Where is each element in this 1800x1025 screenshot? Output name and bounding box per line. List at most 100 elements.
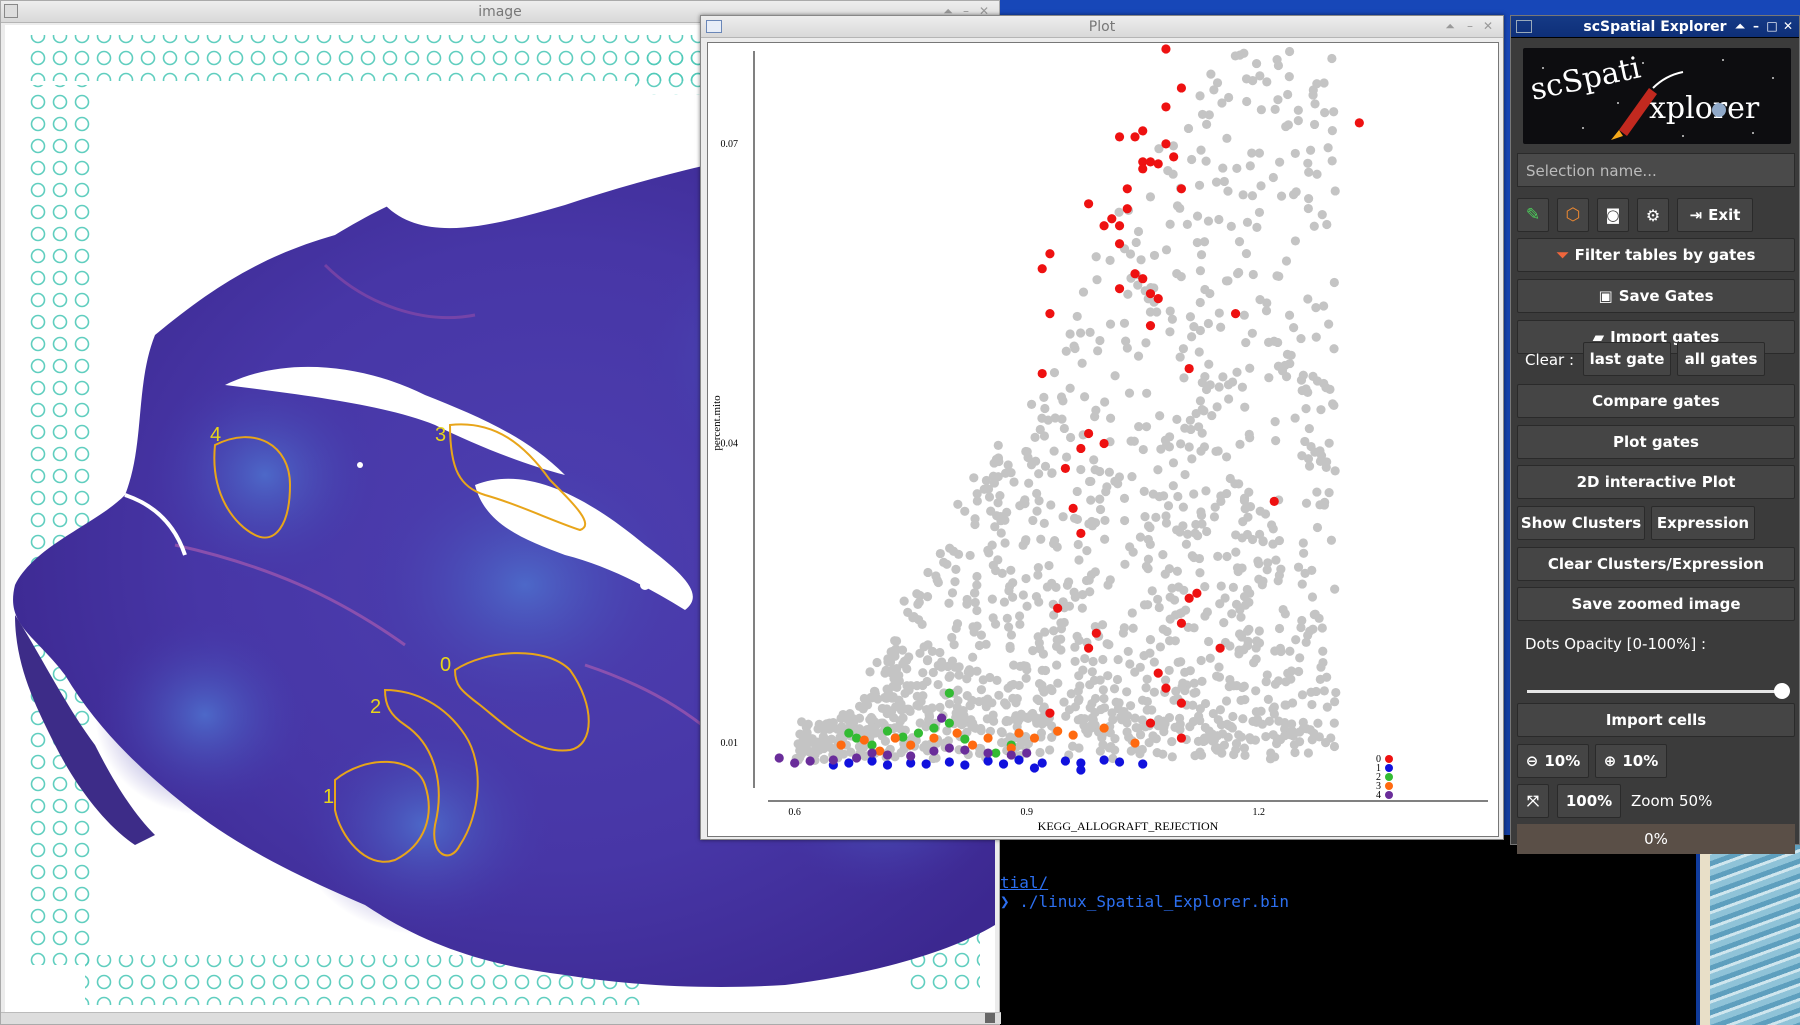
background-point [935, 647, 945, 658]
window-menu-icon[interactable] [1516, 20, 1532, 33]
clear-last-gate-button[interactable]: last gate [1583, 342, 1671, 376]
cluster-0-point [1099, 221, 1109, 231]
fit-screen-button[interactable]: ⤧ [1517, 784, 1549, 818]
window-menu-icon[interactable] [4, 4, 18, 18]
close-icon[interactable]: ✕ [1782, 19, 1794, 33]
exit-button[interactable]: ⇥ Exit [1677, 198, 1753, 232]
background-point [1077, 590, 1088, 600]
background-point [1270, 417, 1280, 427]
filter-tables-button[interactable]: ⏷ Filter tables by gates [1517, 238, 1795, 272]
background-point [966, 720, 977, 730]
explorer-panel[interactable]: scSpatial Explorer ⏶ – □ ✕ scSpati xplor… [1510, 15, 1800, 854]
background-point [872, 657, 882, 668]
background-point [1195, 91, 1205, 101]
background-point [1085, 587, 1095, 597]
image-window-title: image [478, 4, 522, 20]
background-point [1276, 564, 1286, 574]
import-cells-button[interactable]: Import cells [1517, 703, 1795, 737]
background-point [1234, 730, 1244, 740]
cluster-0-point [1037, 264, 1047, 274]
shade-icon[interactable]: ⏶ [943, 4, 953, 18]
show-clusters-button[interactable]: Show Clusters [1517, 506, 1645, 540]
background-point [1149, 250, 1160, 261]
compress-icon: ⤧ [1526, 792, 1539, 810]
background-point [1330, 697, 1340, 707]
cluster-0-point [1114, 221, 1125, 231]
draw-brush-button[interactable]: ✎ [1517, 198, 1549, 232]
scatter-plot[interactable]: 0.6 0.9 1.2 0.01 0.04 0.07 KEGG_ALLOGRAFT_RE… [708, 43, 1498, 836]
background-point [1281, 121, 1291, 132]
background-point [1297, 579, 1307, 589]
settings-button[interactable]: ⚙ [1637, 198, 1669, 232]
background-point [1147, 705, 1157, 715]
background-point [807, 734, 817, 744]
background-point [1247, 328, 1257, 338]
background-point [865, 667, 875, 677]
background-point [1196, 507, 1206, 517]
background-point [1296, 622, 1306, 633]
background-point [1308, 371, 1318, 381]
zoom-out-button[interactable]: ⊖ 10% [1517, 744, 1589, 778]
minimize-icon[interactable]: – [1467, 19, 1473, 33]
plot-gates-button[interactable]: Plot gates [1517, 425, 1795, 459]
shade-icon[interactable]: ⏶ [1445, 19, 1455, 33]
zoom-in-button[interactable]: ⊕ 10% [1595, 744, 1667, 778]
explorer-titlebar[interactable]: scSpatial Explorer ⏶ – □ ✕ [1511, 16, 1799, 38]
resize-grip[interactable] [985, 1013, 995, 1023]
expression-button[interactable]: Expression [1651, 506, 1755, 540]
compare-gates-button[interactable]: Compare gates [1517, 384, 1795, 418]
background-point [1223, 732, 1233, 742]
save-gates-button[interactable]: ▣ Save Gates [1517, 279, 1795, 313]
opacity-slider-handle[interactable] [1774, 683, 1790, 699]
scatter-plot-area[interactable]: 0.6 0.9 1.2 0.01 0.04 0.07 KEGG_ALLOGRAFT_RE… [707, 42, 1499, 837]
zoom-reset-button[interactable]: 100% [1557, 784, 1621, 818]
interactive-plot-button[interactable]: 2D interactive Plot [1517, 465, 1795, 499]
minimize-icon[interactable]: – [1753, 19, 1759, 33]
background-point [1049, 368, 1060, 378]
background-point [972, 571, 982, 582]
screenshot-button[interactable]: ◙ [1597, 198, 1629, 232]
close-icon[interactable]: ✕ [1482, 19, 1494, 33]
background-point [969, 588, 980, 598]
clear-clusters-button[interactable]: Clear Clusters/Expression [1517, 547, 1795, 581]
plot-window[interactable]: Plot ⏶ – ✕ 0.6 0.9 1.2 0.01 0.04 0.07 KEGG_A… [700, 15, 1504, 840]
background-point [1103, 671, 1113, 681]
background-point [1163, 166, 1173, 176]
background-point [1290, 747, 1300, 758]
background-point [1136, 255, 1146, 265]
background-point [1231, 547, 1241, 557]
cluster-4-point [906, 751, 916, 761]
background-point [1319, 78, 1329, 88]
background-point [1144, 738, 1154, 748]
terminal-window[interactable]: tial/ ❯ ./linux_Spatial_Explorer.bin [996, 835, 1696, 1025]
cluster-0-point [1045, 708, 1055, 718]
background-point [1306, 441, 1316, 452]
window-menu-icon[interactable] [706, 20, 722, 33]
save-zoomed-image-button[interactable]: Save zoomed image [1517, 587, 1795, 621]
background-point [1323, 143, 1333, 153]
cluster-0-point [1084, 428, 1094, 439]
background-point [900, 688, 910, 699]
background-point [1312, 522, 1323, 533]
plot-window-titlebar[interactable]: Plot ⏶ – ✕ [701, 16, 1503, 38]
background-point [1219, 176, 1229, 187]
background-point [1278, 604, 1288, 615]
close-icon[interactable]: ✕ [978, 4, 990, 18]
minimize-icon[interactable]: – [963, 4, 969, 18]
background-point [1090, 693, 1101, 704]
background-point [1320, 107, 1330, 118]
maximize-icon[interactable]: □ [1766, 19, 1778, 33]
clear-all-gates-button[interactable]: all gates [1677, 342, 1765, 376]
background-point [1131, 237, 1141, 248]
polygon-button[interactable]: ⬡ [1557, 198, 1589, 232]
selection-name-input[interactable]: Selection name... [1517, 153, 1795, 187]
background-point [1326, 733, 1336, 743]
background-point [1316, 662, 1326, 672]
background-points-layer [791, 46, 1341, 765]
filter-icon: ⏷ [1556, 246, 1569, 264]
shade-icon[interactable]: ⏶ [1735, 19, 1745, 33]
background-point [1301, 498, 1312, 508]
opacity-slider-track[interactable] [1527, 690, 1783, 693]
background-point [1289, 323, 1299, 333]
background-point [972, 666, 982, 676]
